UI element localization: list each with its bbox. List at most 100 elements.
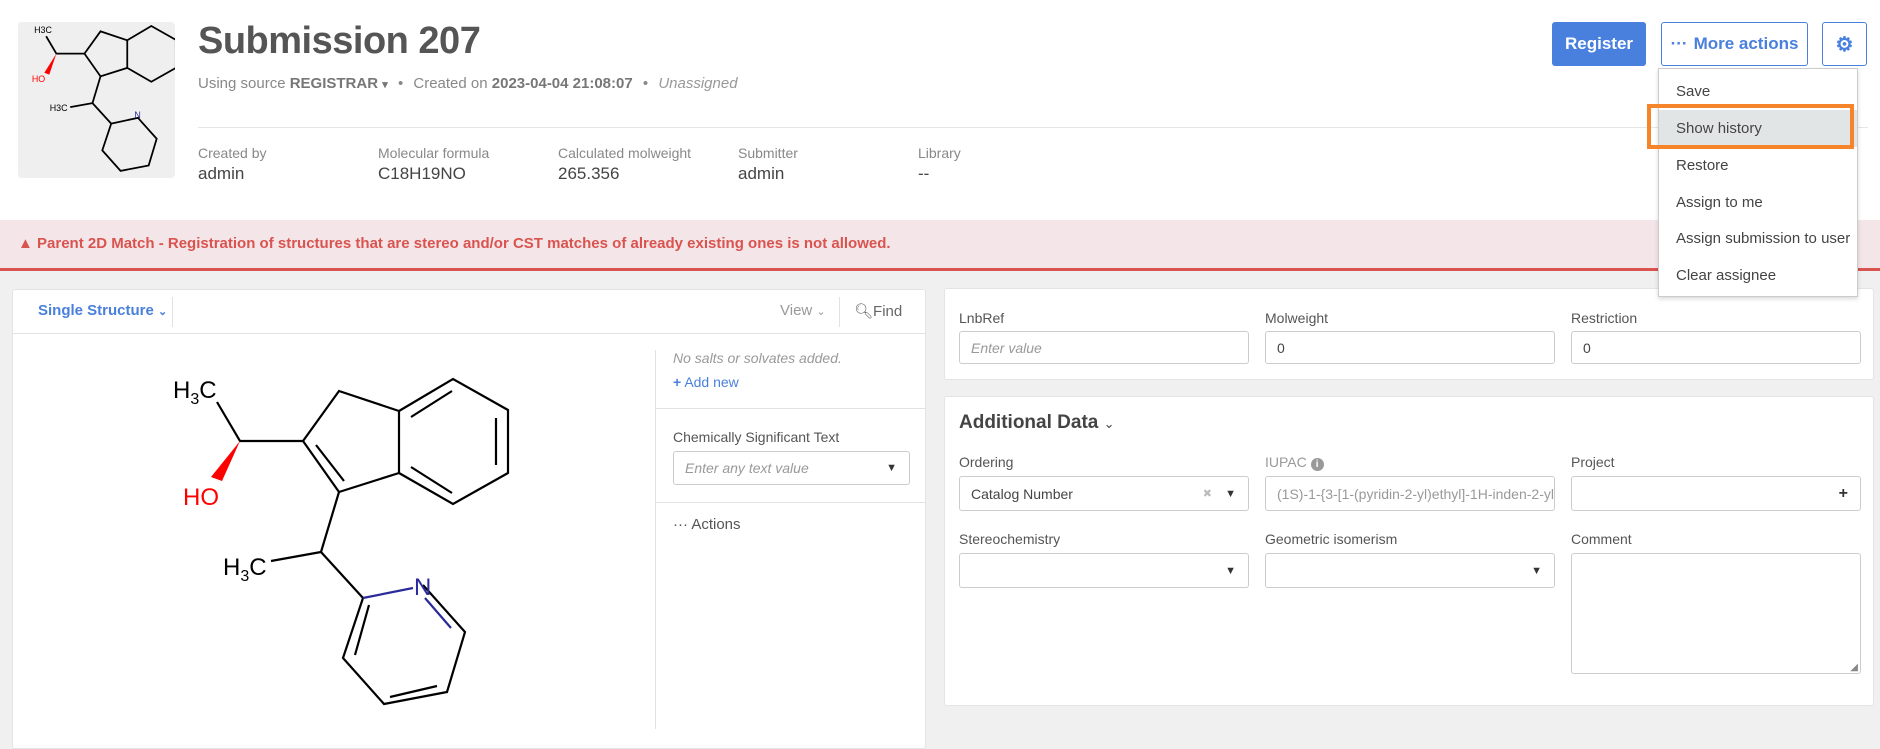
divider	[656, 408, 925, 409]
divider	[12, 333, 926, 334]
ordering-label: Ordering	[959, 454, 1014, 470]
settings-button[interactable]: ⚙	[1822, 22, 1867, 66]
add-new-link[interactable]: + Add new	[673, 374, 739, 390]
view-dropdown[interactable]: View ⌄	[780, 302, 826, 319]
svg-text:H3C: H3C	[50, 103, 68, 113]
add-new-label: Add new	[684, 374, 739, 390]
ordering-select[interactable]: Catalog Number ✖ ▼	[959, 476, 1249, 511]
meta-library: Library --	[918, 145, 961, 184]
atom-label-ho: HO	[183, 484, 219, 511]
lnbref-label: LnbRef	[959, 310, 1005, 326]
structure-thumbnail[interactable]: H3C HO H3C N	[18, 22, 177, 178]
caret-down-icon: ▼	[886, 462, 897, 474]
structure-mode-dropdown[interactable]: Single Structure ⌄	[38, 302, 167, 319]
svg-text:HO: HO	[32, 74, 45, 84]
divider	[839, 297, 840, 327]
actions-label: Actions	[691, 516, 741, 533]
chevron-down-icon: ⌄	[816, 306, 826, 318]
molweight-value: 0	[1277, 339, 1285, 356]
meta-submitter: Submitter admin	[738, 145, 798, 184]
n-bonds	[362, 586, 452, 629]
more-actions-menu: Save Show history Restore Assign to me A…	[1658, 68, 1858, 297]
ellipsis-icon: ···	[673, 516, 692, 533]
source-dropdown[interactable]: REGISTRAR ▾	[290, 75, 388, 92]
meta-label: Library	[918, 145, 961, 161]
menu-item-clear-assignee[interactable]: Clear assignee	[1676, 267, 1777, 284]
ellipsis-icon: ···	[1670, 34, 1688, 53]
comment-textarea[interactable]: ◢	[1571, 553, 1861, 674]
page-title: Submission 207	[198, 20, 481, 62]
iupac-label-text: IUPAC	[1265, 454, 1307, 470]
plus-icon[interactable]: +	[1838, 484, 1848, 502]
stereo-wedge	[211, 441, 240, 481]
no-salts-text: No salts or solvates added.	[673, 350, 842, 366]
atom-label-n: N	[414, 574, 431, 601]
caret-down-icon: ▼	[1225, 564, 1236, 577]
meta-value: 265.356	[558, 164, 620, 183]
comment-label: Comment	[1571, 531, 1632, 547]
divider	[172, 297, 173, 327]
register-button[interactable]: Register	[1552, 22, 1646, 66]
meta-label: Calculated molweight	[558, 145, 692, 161]
cst-placeholder: Enter any text value	[685, 460, 809, 476]
highlight-box	[1647, 104, 1854, 149]
stereochemistry-select[interactable]: ▼	[959, 553, 1249, 588]
clear-icon[interactable]: ✖	[1202, 488, 1212, 500]
lnbref-input[interactable]: Enter value	[959, 331, 1249, 364]
menu-item-restore[interactable]: Restore	[1676, 157, 1729, 174]
meta-value: admin	[738, 164, 785, 183]
source-prefix: Using source	[198, 75, 286, 92]
find-label: Find	[873, 303, 903, 320]
restriction-value: 0	[1583, 339, 1591, 356]
meta-label: Submitter	[738, 145, 798, 161]
subtitle: Using source REGISTRAR ▾ • Created on 20…	[198, 75, 738, 92]
atom-label-ch3: H3C	[173, 377, 217, 408]
created-prefix: Created on	[413, 75, 488, 92]
iupac-label: IUPAC i	[1265, 454, 1324, 471]
project-label: Project	[1571, 454, 1615, 470]
meta-value: admin	[198, 164, 245, 183]
separator-dot: •	[642, 75, 649, 92]
svg-text:H3C: H3C	[34, 25, 52, 35]
divider	[655, 350, 656, 729]
lnbref-placeholder: Enter value	[971, 339, 1042, 356]
error-message: Parent 2D Match - Registration of struct…	[37, 235, 891, 252]
atom-label-ch3: H3C	[223, 554, 267, 585]
more-actions-button[interactable]: ··· More actions	[1661, 22, 1808, 66]
resize-handle-icon[interactable]: ◢	[1850, 662, 1858, 673]
error-banner-text: ▲ Parent 2D Match - Registration of stru…	[18, 235, 891, 252]
assignee: Unassigned	[658, 75, 738, 92]
find-button[interactable]: 🔍︎Find	[854, 302, 902, 320]
restriction-input[interactable]: 0	[1571, 331, 1861, 364]
more-actions-label: More actions	[1693, 34, 1799, 53]
iupac-value: (1S)-1-{3-[1-(pyridin-2-yl)ethyl]-1H-ind…	[1277, 485, 1555, 502]
additional-data-toggle[interactable]: Additional Data ⌄	[959, 412, 1115, 434]
geometric-isomerism-select[interactable]: ▼	[1265, 553, 1555, 588]
cst-input[interactable]: Enter any text value ▼	[673, 451, 910, 485]
structure-mode-label: Single Structure	[38, 302, 154, 319]
chevron-down-icon: ⌄	[1103, 416, 1115, 431]
svg-text:N: N	[134, 110, 140, 120]
caret-down-icon: ▼	[1531, 564, 1542, 577]
plus-icon: +	[673, 374, 682, 390]
project-input[interactable]: +	[1571, 476, 1861, 511]
restriction-label: Restriction	[1571, 310, 1638, 326]
info-icon[interactable]: i	[1310, 458, 1324, 471]
molweight-input[interactable]: 0	[1265, 331, 1555, 364]
search-icon: 🔍︎	[854, 303, 874, 320]
menu-item-save[interactable]: Save	[1676, 83, 1711, 100]
gear-icon: ⚙	[1835, 33, 1854, 56]
actions-button[interactable]: ··· Actions	[673, 516, 741, 533]
iupac-input[interactable]: (1S)-1-{3-[1-(pyridin-2-yl)ethyl]-1H-ind…	[1265, 476, 1555, 511]
menu-item-assign-submission-to-user[interactable]: Assign submission to user	[1676, 230, 1851, 247]
additional-data-title: Additional Data	[959, 412, 1099, 433]
created-on: 2023-04-04 21:08:07	[491, 75, 633, 92]
menu-item-assign-to-me[interactable]: Assign to me	[1676, 194, 1763, 211]
meta-value: C18H19NO	[378, 164, 466, 183]
molecule-structure[interactable]: H3C HO H3C N	[0, 0, 660, 729]
menu-item-show-history[interactable]: Show history	[1659, 110, 1857, 147]
error-banner	[0, 220, 1880, 271]
geometric-isomerism-label: Geometric isomerism	[1265, 531, 1398, 547]
source-value: REGISTRAR	[289, 75, 379, 92]
meta-molweight: Calculated molweight 265.356	[558, 145, 691, 184]
